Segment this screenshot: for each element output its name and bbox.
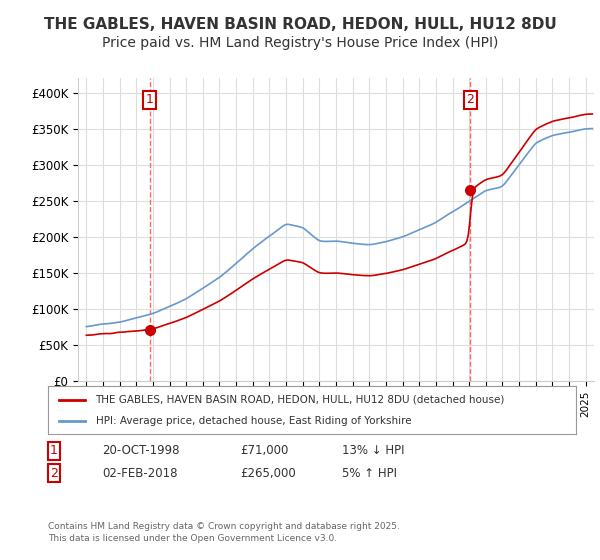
Text: 20-OCT-1998: 20-OCT-1998 xyxy=(102,444,179,458)
Text: £265,000: £265,000 xyxy=(240,466,296,480)
Text: THE GABLES, HAVEN BASIN ROAD, HEDON, HULL, HU12 8DU (detached house): THE GABLES, HAVEN BASIN ROAD, HEDON, HUL… xyxy=(95,395,505,405)
Text: £71,000: £71,000 xyxy=(240,444,289,458)
Text: 1: 1 xyxy=(50,444,58,458)
Text: 02-FEB-2018: 02-FEB-2018 xyxy=(102,466,178,480)
Text: 13% ↓ HPI: 13% ↓ HPI xyxy=(342,444,404,458)
Text: Price paid vs. HM Land Registry's House Price Index (HPI): Price paid vs. HM Land Registry's House … xyxy=(102,36,498,50)
Text: 2: 2 xyxy=(50,466,58,480)
Text: THE GABLES, HAVEN BASIN ROAD, HEDON, HULL, HU12 8DU: THE GABLES, HAVEN BASIN ROAD, HEDON, HUL… xyxy=(44,17,556,32)
Text: 5% ↑ HPI: 5% ↑ HPI xyxy=(342,466,397,480)
Text: HPI: Average price, detached house, East Riding of Yorkshire: HPI: Average price, detached house, East… xyxy=(95,416,411,426)
Text: Contains HM Land Registry data © Crown copyright and database right 2025.
This d: Contains HM Land Registry data © Crown c… xyxy=(48,522,400,543)
Text: 2: 2 xyxy=(467,94,475,106)
Text: 1: 1 xyxy=(146,94,154,106)
